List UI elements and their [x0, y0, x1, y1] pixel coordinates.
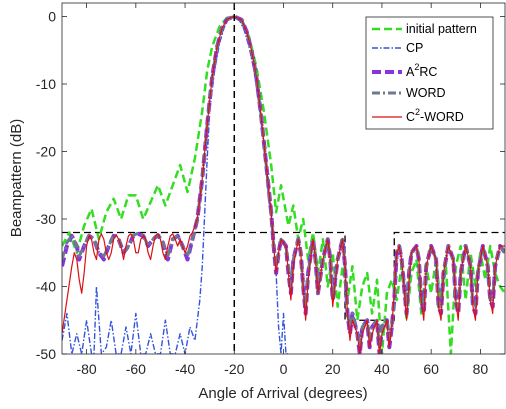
sidelobe-mask-line [62, 231, 505, 321]
x-axis-label: Angle of Arrival (degrees) [198, 385, 367, 402]
x-tick-label: -60 [126, 361, 146, 377]
series-layer [62, 14, 505, 354]
y-tick-label: -50 [36, 346, 56, 362]
y-tick-label: -10 [36, 76, 56, 92]
legend-label-a2rc-main: A [406, 65, 415, 79]
x-tick-label: -40 [175, 361, 195, 377]
legend-label-word: WORD [406, 86, 446, 100]
x-tick-label: 80 [473, 361, 489, 377]
legend-label-c2-word-tail: -WORD [420, 110, 464, 124]
x-axis-ticks: -80 -60 -40 -20 0 20 40 60 80 [76, 3, 488, 377]
legend-label-a2rc: A2RC [406, 62, 437, 79]
legend: initial pattern CP A2RC WORD C2-WORD [365, 16, 494, 130]
series-line-c2-word [62, 15, 505, 354]
x-tick-label: -20 [224, 361, 244, 377]
y-tick-label: -30 [36, 211, 56, 227]
x-tick-label: 60 [423, 361, 439, 377]
legend-label-c2-word: C2-WORD [406, 107, 464, 124]
y-tick-label: -40 [36, 279, 56, 295]
sidelobe-mask-layer [62, 231, 505, 321]
y-tick-label: -20 [36, 144, 56, 160]
x-tick-label: 40 [374, 361, 390, 377]
x-tick-label: 0 [280, 361, 288, 377]
legend-label-initial-pattern: initial pattern [406, 22, 477, 36]
legend-label-cp: CP [406, 41, 423, 55]
legend-entries [372, 27, 402, 118]
y-tick-label: 0 [48, 9, 56, 25]
legend-label-a2rc-sup: 2 [414, 62, 419, 72]
y-axis-ticks: 0 -10 -20 -30 -40 -50 [36, 9, 505, 362]
y-axis-label: Beampattern (dB) [8, 119, 25, 237]
legend-label-c2-word-sup: 2 [415, 107, 420, 117]
series-line-cp [62, 15, 289, 354]
legend-label-a2rc-tail: RC [419, 65, 437, 79]
x-tick-label: 20 [325, 361, 341, 377]
legend-label-c2-word-main: C [406, 110, 415, 124]
x-tick-label: -80 [76, 361, 96, 377]
